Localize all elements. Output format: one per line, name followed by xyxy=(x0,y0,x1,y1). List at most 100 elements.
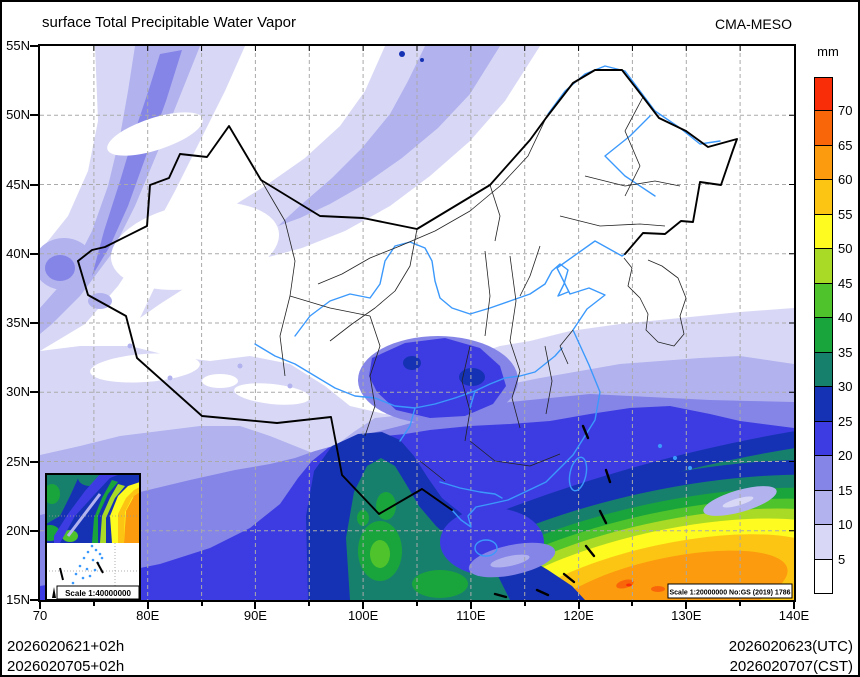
colorbar-units-label: mm xyxy=(817,44,839,59)
page-title: surface Total Precipitable Water Vapor xyxy=(42,14,297,31)
map-plot-area: Scale 1:40000000 Scale 1:20000000 No:GS … xyxy=(38,44,796,602)
lon-tick xyxy=(577,602,580,609)
korea-outline xyxy=(623,257,687,347)
nine-dash-line xyxy=(493,424,612,599)
lat-tick-label: 15N xyxy=(6,592,30,607)
colorbar-tick-label: 70 xyxy=(838,103,853,119)
colorbar-tick-label: 60 xyxy=(838,172,853,188)
colorbar-cell xyxy=(814,421,833,457)
lon-tick xyxy=(308,602,311,606)
lon-tick xyxy=(739,602,742,606)
model-name-label: CMA-MESO xyxy=(715,16,792,32)
lon-tick-label: 120E xyxy=(563,608,594,623)
graticule-grid xyxy=(40,46,794,600)
colorbar-cell xyxy=(814,456,833,491)
colorbar-cell xyxy=(814,559,833,595)
colorbar-tick-label: 5 xyxy=(838,551,846,567)
colorbar-tick-label: 45 xyxy=(838,275,853,291)
colorbar-cell xyxy=(814,387,833,422)
lon-tick xyxy=(415,602,418,606)
inset-islands-dots xyxy=(68,544,104,596)
lat-tick-label: 30N xyxy=(6,384,30,400)
scale-note-label: Scale 1:20000000 No:GS (2019) 1786 xyxy=(669,590,790,597)
valid-time-cst: 2026020707(CST) xyxy=(729,658,853,675)
lon-tick-label: 100E xyxy=(347,608,379,623)
lat-tick-label: 35N xyxy=(6,315,30,330)
colorbar-tick-label: 15 xyxy=(838,482,853,498)
yangtze-river xyxy=(254,343,563,409)
lon-tick xyxy=(254,602,257,609)
lat-tick xyxy=(30,252,38,255)
lon-tick xyxy=(39,602,41,609)
colorbar-tick-label: 35 xyxy=(838,344,853,360)
colorbar-cell xyxy=(814,283,833,319)
lat-tick-label: 45N xyxy=(6,176,30,192)
lat-tick xyxy=(30,114,38,117)
map-scale-note: Scale 1:20000000 No:GS (2019) 1786 xyxy=(667,583,793,599)
lat-tick-label: 25N xyxy=(6,453,30,469)
colorbar-tick-label: 10 xyxy=(838,517,853,533)
colorbar-tick-label: 25 xyxy=(838,413,853,429)
lat-tick xyxy=(30,322,38,324)
lat-tick xyxy=(30,183,38,186)
lon-tick-label: 130E xyxy=(671,608,702,623)
lon-tick-label: 70 xyxy=(32,608,48,623)
colorbar xyxy=(814,77,833,595)
inner-frame-ticks xyxy=(93,46,794,532)
yellow-river xyxy=(294,241,569,337)
lon-tick xyxy=(200,602,203,606)
colorbar-cell xyxy=(814,180,833,215)
colorbar-cell xyxy=(814,77,833,112)
pearl-river xyxy=(439,481,503,499)
lon-tick xyxy=(685,602,688,609)
taiwan-island xyxy=(568,456,588,492)
lat-tick-label: 20N xyxy=(6,522,30,538)
lon-tick xyxy=(523,602,526,606)
lon-tick xyxy=(631,602,634,606)
province-boundaries xyxy=(260,96,687,482)
south-china-sea-inset: Scale 1:40000000 xyxy=(45,473,141,600)
lat-tick xyxy=(30,599,38,601)
lon-tick xyxy=(792,602,795,609)
lon-tick-label: 140E xyxy=(778,608,810,623)
colorbar-cell xyxy=(814,214,833,250)
lon-tick-label: 80E xyxy=(136,608,160,623)
colorbar-tick-label: 50 xyxy=(838,241,853,257)
colorbar-cell xyxy=(814,249,833,284)
lon-tick xyxy=(469,602,472,609)
tpw-map-svg: Scale 1:40000000 Scale 1:20000000 No:GS … xyxy=(40,46,794,600)
colorbar-tick-label: 55 xyxy=(838,206,853,222)
lat-tick xyxy=(30,45,38,47)
colorbar-tick-label: 65 xyxy=(838,137,853,153)
init-time-utc: 2026020621+02h xyxy=(7,638,125,655)
lon-tick xyxy=(146,602,149,609)
lat-tick-label: 55N xyxy=(6,38,30,53)
colorbar-tick-label: 20 xyxy=(838,448,853,464)
lon-tick xyxy=(362,602,365,609)
lon-tick-label: 90E xyxy=(243,608,267,623)
colorbar-cell xyxy=(814,111,833,146)
colorbar-cell xyxy=(814,145,833,181)
init-time-cst: 2026020705+02h xyxy=(7,658,125,675)
lat-tick xyxy=(30,529,38,532)
lat-tick-label: 50N xyxy=(6,107,30,123)
lat-tick xyxy=(30,391,38,394)
colorbar-tick-label: 40 xyxy=(838,310,853,326)
yangtze-tributary xyxy=(399,390,476,442)
inset-border xyxy=(45,473,141,600)
lon-tick-label: 110E xyxy=(456,608,486,623)
colorbar-cell xyxy=(814,525,833,560)
lat-tick-label: 40N xyxy=(6,245,30,261)
china-national-boundary xyxy=(77,69,738,515)
songhua-river xyxy=(604,115,656,197)
colorbar-cell xyxy=(814,352,833,388)
inset-scale-label: Scale 1:40000000 xyxy=(65,589,131,598)
coastline xyxy=(451,240,626,528)
colorbar-tick-label: 30 xyxy=(838,379,853,395)
colorbar-cell xyxy=(814,318,833,353)
lat-tick xyxy=(30,460,38,463)
colorbar-cell xyxy=(814,490,833,526)
valid-time-utc: 2026020623(UTC) xyxy=(728,638,853,655)
hainan-island xyxy=(474,539,498,557)
